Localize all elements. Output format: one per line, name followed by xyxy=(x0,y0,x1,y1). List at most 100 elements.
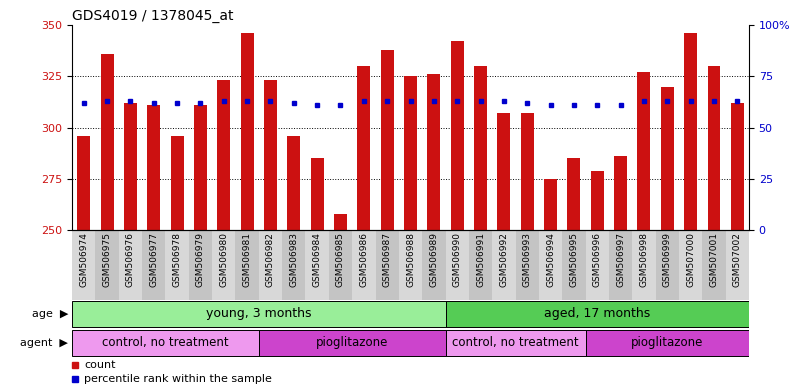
Text: GSM506989: GSM506989 xyxy=(429,232,438,288)
Text: GSM506998: GSM506998 xyxy=(639,232,648,288)
Bar xyxy=(586,230,609,300)
Bar xyxy=(217,80,230,230)
Text: GSM506983: GSM506983 xyxy=(289,232,298,288)
Bar xyxy=(638,72,650,230)
Text: GSM506974: GSM506974 xyxy=(79,232,88,287)
Text: aged, 17 months: aged, 17 months xyxy=(544,307,650,320)
Bar xyxy=(451,41,464,230)
Bar xyxy=(469,230,492,300)
Text: GSM506975: GSM506975 xyxy=(103,232,111,288)
Bar xyxy=(311,159,324,230)
Text: percentile rank within the sample: percentile rank within the sample xyxy=(84,374,272,384)
Bar xyxy=(404,76,417,230)
Bar xyxy=(614,156,627,230)
Bar xyxy=(380,50,393,230)
Text: GSM506986: GSM506986 xyxy=(360,232,368,288)
Bar xyxy=(521,113,533,230)
Bar xyxy=(329,230,352,300)
Text: GSM506978: GSM506978 xyxy=(173,232,182,288)
Bar xyxy=(445,330,586,356)
Text: GSM506981: GSM506981 xyxy=(243,232,252,288)
Text: GSM507002: GSM507002 xyxy=(733,232,742,287)
Text: GSM507001: GSM507001 xyxy=(710,232,718,288)
Text: agent  ▶: agent ▶ xyxy=(20,338,68,348)
Bar xyxy=(78,136,91,230)
Text: GSM506995: GSM506995 xyxy=(570,232,578,288)
Bar xyxy=(726,230,749,300)
Bar xyxy=(591,171,604,230)
Text: GDS4019 / 1378045_at: GDS4019 / 1378045_at xyxy=(72,8,234,23)
Bar xyxy=(288,136,300,230)
Text: GSM506976: GSM506976 xyxy=(126,232,135,288)
Bar xyxy=(661,87,674,230)
Text: GSM507000: GSM507000 xyxy=(686,232,695,288)
Bar xyxy=(235,230,259,300)
Bar xyxy=(445,301,749,327)
Bar xyxy=(72,230,95,300)
Bar xyxy=(241,33,254,230)
Text: GSM506990: GSM506990 xyxy=(453,232,461,288)
Bar xyxy=(147,105,160,230)
Bar xyxy=(539,230,562,300)
Text: GSM506982: GSM506982 xyxy=(266,232,275,287)
Bar xyxy=(609,230,632,300)
Bar xyxy=(679,230,702,300)
Bar xyxy=(516,230,539,300)
Text: GSM506979: GSM506979 xyxy=(196,232,205,288)
Text: control, no treatment: control, no treatment xyxy=(103,336,229,349)
Bar xyxy=(259,330,445,356)
Bar xyxy=(492,230,516,300)
Bar xyxy=(101,54,114,230)
Bar xyxy=(357,66,370,230)
Bar xyxy=(702,230,726,300)
Bar xyxy=(194,105,207,230)
Text: count: count xyxy=(84,360,116,370)
Text: GSM506987: GSM506987 xyxy=(383,232,392,288)
Bar xyxy=(212,230,235,300)
Bar xyxy=(282,230,305,300)
Bar xyxy=(142,230,166,300)
Text: GSM506985: GSM506985 xyxy=(336,232,345,288)
Text: GSM506984: GSM506984 xyxy=(312,232,322,287)
Bar xyxy=(632,230,655,300)
Text: GSM506994: GSM506994 xyxy=(546,232,555,287)
Bar xyxy=(72,330,259,356)
Text: GSM506999: GSM506999 xyxy=(662,232,672,288)
Text: GSM506991: GSM506991 xyxy=(476,232,485,288)
Bar xyxy=(305,230,329,300)
Bar xyxy=(352,230,376,300)
Bar xyxy=(428,74,441,230)
Text: control, no treatment: control, no treatment xyxy=(453,336,579,349)
Bar xyxy=(119,230,142,300)
Text: age  ▶: age ▶ xyxy=(32,309,68,319)
Bar xyxy=(376,230,399,300)
Bar xyxy=(562,230,586,300)
Text: GSM506988: GSM506988 xyxy=(406,232,415,288)
Text: pioglitazone: pioglitazone xyxy=(631,336,703,349)
Bar xyxy=(707,66,720,230)
Text: GSM506996: GSM506996 xyxy=(593,232,602,288)
Bar xyxy=(399,230,422,300)
Text: GSM506992: GSM506992 xyxy=(499,232,509,287)
Text: GSM506993: GSM506993 xyxy=(523,232,532,288)
Bar xyxy=(189,230,212,300)
Bar xyxy=(655,230,679,300)
Bar xyxy=(95,230,119,300)
Bar xyxy=(586,330,749,356)
Bar xyxy=(731,103,743,230)
Text: GSM506980: GSM506980 xyxy=(219,232,228,288)
Text: GSM506977: GSM506977 xyxy=(149,232,159,288)
Bar xyxy=(166,230,189,300)
Bar xyxy=(334,214,347,230)
Bar xyxy=(445,230,469,300)
Bar xyxy=(264,80,277,230)
Bar xyxy=(171,136,183,230)
Bar xyxy=(567,159,580,230)
Bar xyxy=(72,301,445,327)
Bar xyxy=(544,179,557,230)
Bar xyxy=(474,66,487,230)
Text: pioglitazone: pioglitazone xyxy=(316,336,388,349)
Text: young, 3 months: young, 3 months xyxy=(206,307,312,320)
Bar xyxy=(497,113,510,230)
Bar xyxy=(124,103,137,230)
